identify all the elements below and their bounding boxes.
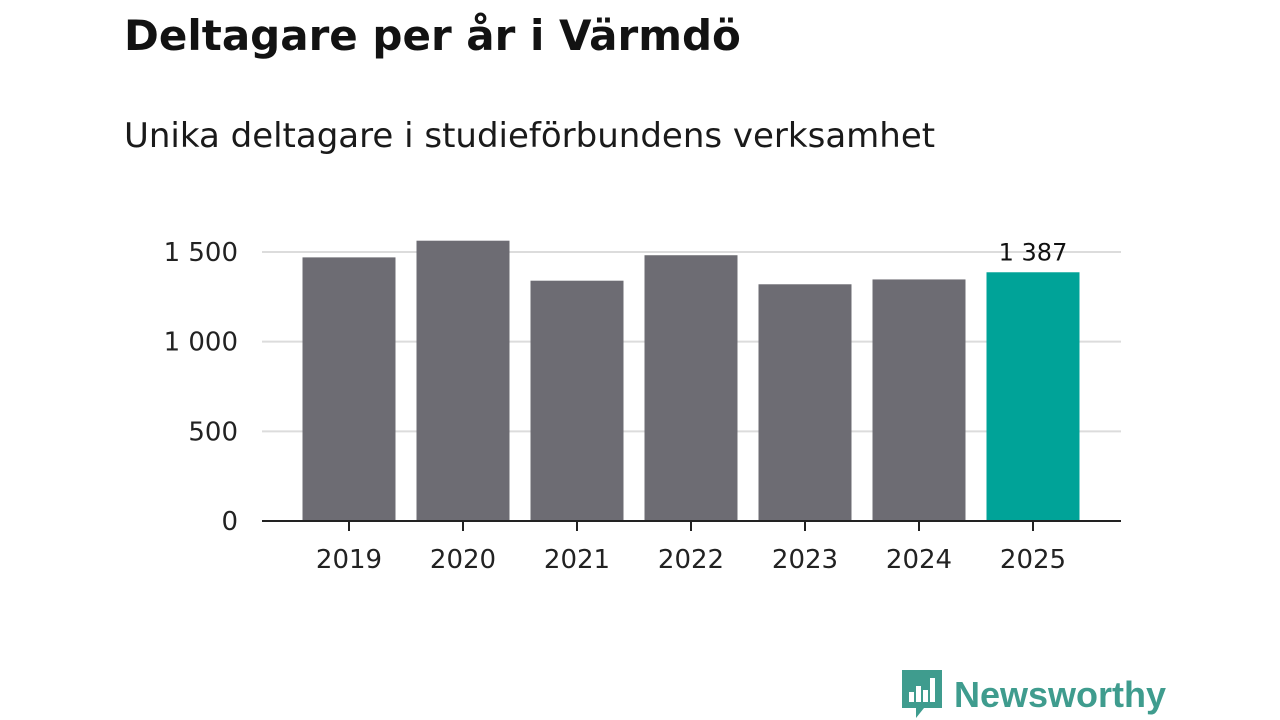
x-axis-labels: 2019 2020 2021 2022 2023 2024 2025: [316, 545, 1066, 575]
brand-name: Newsworthy: [954, 674, 1167, 715]
bar-value-label-2025: 1 387: [999, 238, 1068, 266]
x-tick-label-2023: 2023: [772, 545, 838, 575]
bar-2025: [986, 272, 1080, 521]
y-tick-label: 0: [221, 507, 238, 537]
x-tick-label-2024: 2024: [886, 545, 952, 575]
x-tick-label-2025: 2025: [1000, 545, 1066, 575]
chart-subtitle: Unika deltagare i studieförbundens verks…: [124, 116, 936, 156]
bars: [302, 240, 1080, 521]
y-tick-label: 1 500: [164, 238, 238, 268]
y-axis-labels: 0 500 1 000 1 500: [164, 238, 238, 537]
bar-2020: [416, 240, 510, 521]
x-tick-label-2021: 2021: [544, 545, 610, 575]
bar-2023: [758, 284, 852, 521]
bar-2021: [530, 280, 624, 521]
chart-title: Deltagare per år i Värmdö: [124, 11, 741, 60]
x-tick-label-2019: 2019: [316, 545, 382, 575]
bar-2024: [872, 279, 966, 521]
y-tick-label: 1 000: [164, 328, 238, 358]
bar-2022: [644, 255, 738, 521]
x-tick-label-2022: 2022: [658, 545, 724, 575]
bar-2019: [302, 257, 396, 521]
x-axis-ticks: [348, 521, 1034, 531]
y-tick-label: 500: [188, 417, 238, 447]
newsworthy-logo: Newsworthy: [902, 670, 1166, 720]
x-tick-label-2020: 2020: [430, 545, 496, 575]
bar-chart-speech-bubble-icon: [902, 670, 942, 718]
